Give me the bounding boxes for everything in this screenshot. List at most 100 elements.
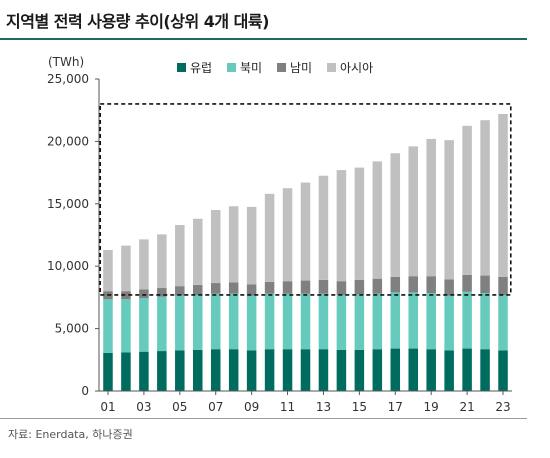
bar-22-series-2 xyxy=(480,293,490,350)
bar-08-series-3 xyxy=(228,282,239,294)
bar-14-series-4 xyxy=(336,170,347,282)
bar-06-series-1 xyxy=(193,349,203,391)
legend-label-3: 남미 xyxy=(290,61,312,75)
bar-06-series-4 xyxy=(193,218,203,285)
legend-swatch-1 xyxy=(177,63,186,72)
bar-19-series-3 xyxy=(426,276,436,294)
x-tick-label: 03 xyxy=(136,400,151,414)
bar-02-series-2 xyxy=(121,299,131,353)
bar-22-series-1 xyxy=(480,349,490,391)
x-tick-label: 19 xyxy=(424,400,439,414)
bar-11-series-4 xyxy=(282,188,293,282)
bar-20-series-4 xyxy=(444,140,454,280)
bar-20-series-2 xyxy=(444,295,454,351)
bar-16-series-1 xyxy=(372,349,383,391)
bar-22-series-3 xyxy=(480,275,490,294)
bar-15-series-1 xyxy=(354,349,365,391)
bar-18-series-3 xyxy=(408,276,418,293)
bar-10-series-4 xyxy=(264,193,275,282)
bar-21-series-3 xyxy=(462,274,472,292)
bar-07-series-4 xyxy=(210,210,221,284)
bar-01-series-4 xyxy=(103,249,113,292)
bar-17-series-1 xyxy=(390,348,401,391)
bar-21-series-4 xyxy=(462,125,472,275)
y-unit-label: (TWh) xyxy=(48,55,84,69)
bar-04-series-2 xyxy=(157,296,167,352)
bar-20-series-1 xyxy=(444,350,454,391)
bar-21-series-2 xyxy=(462,291,472,349)
bar-18-series-1 xyxy=(408,348,418,391)
bar-04-series-4 xyxy=(157,234,167,289)
x-tick-label: 21 xyxy=(459,400,474,414)
legend-swatch-2 xyxy=(227,63,236,72)
bar-10-series-2 xyxy=(264,293,275,350)
source-note: 자료: Enerdata, 하나증권 xyxy=(8,428,133,441)
bar-03-series-3 xyxy=(139,289,149,299)
bar-09-series-2 xyxy=(246,295,257,351)
bar-03-series-2 xyxy=(139,298,149,352)
bar-05-series-2 xyxy=(175,295,185,351)
bar-06-series-2 xyxy=(193,294,203,350)
bar-06-series-3 xyxy=(193,284,203,295)
bar-22-series-4 xyxy=(480,120,490,276)
y-tick-label: 15,000 xyxy=(47,197,89,211)
footer-divider xyxy=(0,418,527,419)
bar-14-series-3 xyxy=(336,281,347,295)
bar-17-series-4 xyxy=(390,153,401,277)
bar-18-series-4 xyxy=(408,146,418,277)
dashed-highlight-box xyxy=(99,103,512,296)
legend-label-2: 북미 xyxy=(240,61,262,75)
bar-07-series-3 xyxy=(210,283,221,294)
bar-04-series-1 xyxy=(157,351,167,391)
bar-18-series-2 xyxy=(408,292,418,349)
x-tick-label: 13 xyxy=(316,400,331,414)
legend-label-4: 아시아 xyxy=(340,61,373,75)
bar-05-series-1 xyxy=(175,350,185,391)
y-tick-label: 5,000 xyxy=(55,322,89,336)
bar-12-series-1 xyxy=(300,349,311,391)
y-tick-label: 10,000 xyxy=(47,259,89,273)
title-divider xyxy=(0,38,527,40)
bar-21-series-1 xyxy=(462,348,472,391)
bar-10-series-3 xyxy=(264,281,275,294)
bar-12-series-3 xyxy=(300,280,311,294)
bar-03-series-1 xyxy=(139,351,149,391)
bar-19-series-4 xyxy=(426,138,436,277)
bar-14-series-2 xyxy=(336,294,347,350)
y-tick-label: 0 xyxy=(81,384,89,398)
bar-08-series-1 xyxy=(228,349,239,391)
page-title: 지역별 전력 사용량 추이(상위 4개 대륙) xyxy=(6,12,269,31)
bar-11-series-1 xyxy=(282,349,293,391)
bar-10-series-1 xyxy=(264,349,275,391)
x-tick-label: 09 xyxy=(244,400,259,414)
bar-09-series-4 xyxy=(246,206,257,285)
bar-05-series-4 xyxy=(175,225,185,287)
bar-13-series-1 xyxy=(318,349,329,391)
bar-02-series-1 xyxy=(121,352,131,391)
bar-16-series-3 xyxy=(372,278,383,294)
bar-07-series-2 xyxy=(210,293,221,350)
x-tick-label: 05 xyxy=(172,400,187,414)
bar-02-series-3 xyxy=(121,291,131,300)
x-tick-label: 07 xyxy=(208,400,223,414)
bar-04-series-3 xyxy=(157,288,167,297)
bar-13-series-2 xyxy=(318,293,329,350)
bar-14-series-1 xyxy=(336,349,347,391)
bar-09-series-3 xyxy=(246,284,257,296)
bar-19-series-1 xyxy=(426,349,436,391)
legend-label-1: 유럽 xyxy=(190,61,212,75)
bar-13-series-4 xyxy=(318,175,329,280)
x-tick-label: 01 xyxy=(100,400,115,414)
bar-11-series-3 xyxy=(282,281,293,294)
bar-15-series-2 xyxy=(354,294,365,350)
bar-15-series-4 xyxy=(354,167,365,280)
x-tick-label: 11 xyxy=(280,400,295,414)
bar-07-series-1 xyxy=(210,349,221,391)
bar-01-series-1 xyxy=(103,352,113,391)
bar-03-series-4 xyxy=(139,239,149,290)
bar-19-series-2 xyxy=(426,293,436,350)
x-tick-label: 15 xyxy=(352,400,367,414)
legend-swatch-3 xyxy=(277,63,286,72)
bar-05-series-3 xyxy=(175,286,185,296)
stacked-bar-chart: (TWh) 유럽 북미 남미 아시아 0 5,000 10,000 15,000 20,000 25… xyxy=(47,55,512,414)
